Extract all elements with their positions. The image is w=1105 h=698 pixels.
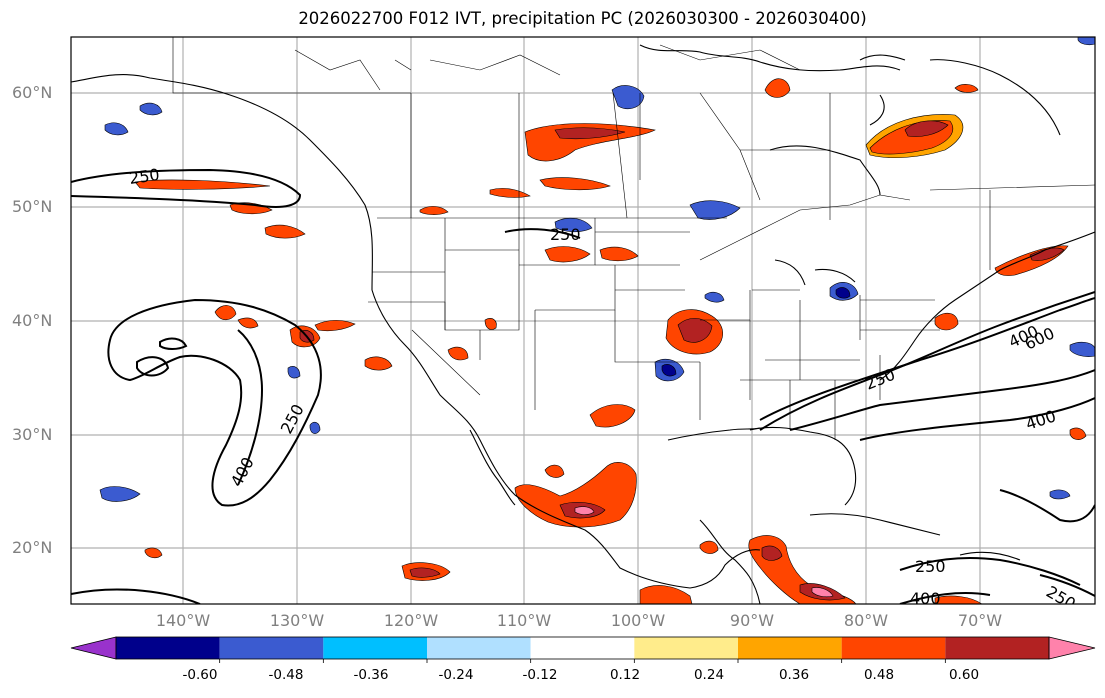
contour-label: 250 [550,225,581,244]
colorbar-tick-label: -0.48 [268,667,304,683]
colorbar-tick-label: 0.48 [863,667,895,683]
colorbar-tick-label: 0.60 [948,667,980,683]
lon-label-90w: 90°W [729,611,775,630]
colorbar-tick-label: 0.12 [609,667,641,683]
colorbar-segment [323,637,427,659]
map-frame [70,36,1096,605]
political-boundaries [172,37,1095,440]
colorbar-segment [841,637,946,659]
lat-label-60n: 60°N [12,83,53,102]
colorbar-tick-label: 0.36 [778,667,810,683]
lon-label-80w: 80°W [843,611,889,630]
colorbar [70,636,1096,663]
colorbar-extend-min [70,636,117,660]
colorbar-tick-label: -0.60 [182,667,218,683]
colorbar-frame [115,636,1050,660]
colorbar-tick-label: -0.36 [353,667,389,683]
lat-label-20n: 20°N [12,538,53,557]
colorbar-segment [738,637,842,659]
contour-label: 250 [128,165,161,188]
colorbar-tick-label: -0.24 [438,667,474,683]
precipitation-shading [99,37,1095,604]
contour-label: 250 [915,557,946,576]
lat-label-30n: 30°N [12,425,53,444]
colorbar-segment [219,637,324,659]
colorbar-tick-label: -0.12 [522,667,558,683]
colorbar-segment [634,637,738,659]
contour-label: 400 [910,589,941,608]
lon-label-100w: 100°W [610,611,666,630]
coastlines [71,44,1095,604]
lon-label-130w: 130°W [269,611,325,630]
map-title: 2026022700 F012 IVT, precipitation PC (2… [298,9,867,28]
colorbar-segment [427,637,531,659]
colorbar-segment [945,637,1049,659]
colorbar-segment [116,637,220,659]
colorbar-extend-max [1048,636,1096,660]
lat-label-40n: 40°N [12,311,53,330]
lon-label-110w: 110°W [496,611,552,630]
colorbar-tick-label: 0.24 [693,667,725,683]
lon-label-140w: 140°W [155,611,211,630]
colorbar-segment [530,637,635,659]
ivt-contours [71,168,1095,604]
lon-label-120w: 120°W [383,611,439,630]
lat-label-50n: 50°N [12,197,53,216]
lon-label-70w: 70°W [957,611,1003,630]
